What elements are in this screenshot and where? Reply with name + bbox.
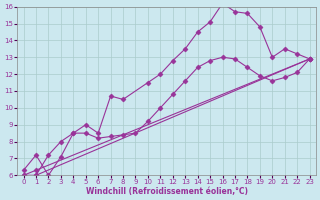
X-axis label: Windchill (Refroidissement éolien,°C): Windchill (Refroidissement éolien,°C) [85, 187, 248, 196]
